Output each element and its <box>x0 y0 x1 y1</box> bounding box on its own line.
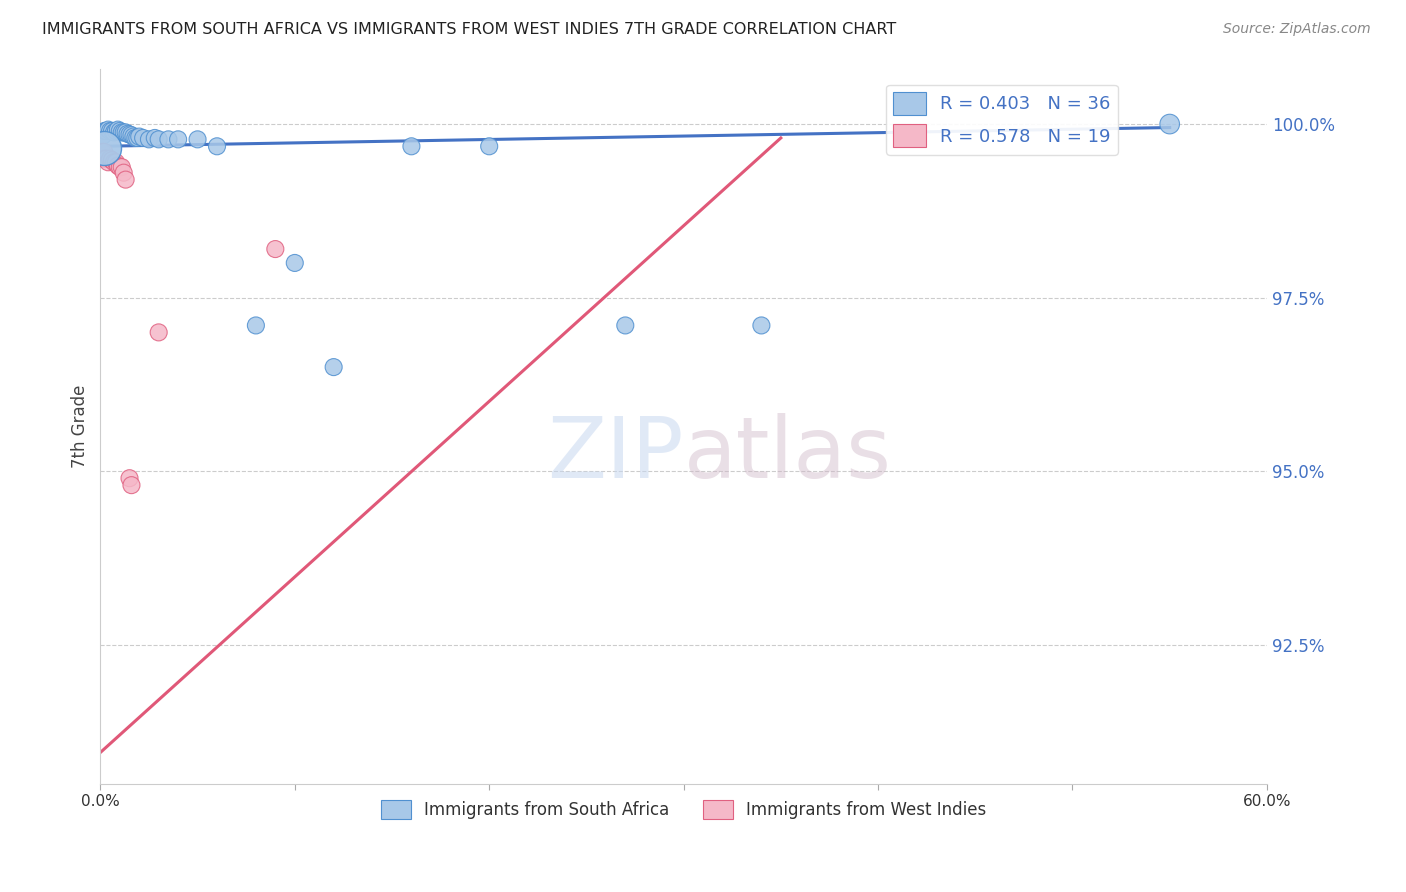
Point <box>93 145 115 159</box>
Point <box>97 122 120 136</box>
Point <box>118 471 141 485</box>
Point <box>97 155 120 169</box>
Point <box>117 127 139 141</box>
Point <box>93 152 115 166</box>
Point <box>143 131 166 145</box>
Point <box>205 139 228 153</box>
Point <box>120 128 142 143</box>
Point <box>111 125 134 139</box>
Point <box>118 128 141 142</box>
Point <box>96 124 118 138</box>
Point <box>264 242 287 256</box>
Point <box>401 139 423 153</box>
Point <box>111 160 134 174</box>
Point <box>122 129 145 144</box>
Point <box>93 141 115 155</box>
Point <box>112 166 135 180</box>
Point <box>91 128 114 142</box>
Point <box>245 318 267 333</box>
Point <box>108 124 131 138</box>
Point <box>751 318 773 333</box>
Point <box>93 124 115 138</box>
Point <box>478 139 501 153</box>
Point <box>148 132 170 146</box>
Point <box>98 124 121 138</box>
Point <box>127 131 149 145</box>
Text: ZIP: ZIP <box>547 413 683 496</box>
Point <box>103 155 125 169</box>
Point <box>284 256 307 270</box>
Point <box>614 318 637 333</box>
Point <box>148 326 170 340</box>
Point <box>101 124 124 138</box>
Point <box>124 131 146 145</box>
Point <box>101 153 124 168</box>
Text: Source: ZipAtlas.com: Source: ZipAtlas.com <box>1223 22 1371 37</box>
Point <box>98 152 121 166</box>
Point <box>112 125 135 139</box>
Point <box>1159 117 1181 131</box>
Point <box>114 172 136 186</box>
Point <box>187 132 209 146</box>
Point <box>138 132 160 146</box>
Point <box>322 360 344 375</box>
Point <box>157 132 180 146</box>
Point <box>108 160 131 174</box>
Point <box>107 122 129 136</box>
Point <box>104 124 127 138</box>
Legend: Immigrants from South Africa, Immigrants from West Indies: Immigrants from South Africa, Immigrants… <box>374 793 993 825</box>
Point <box>128 129 150 144</box>
Point <box>120 478 142 492</box>
Point <box>167 132 190 146</box>
Point <box>132 131 155 145</box>
Point <box>96 152 118 166</box>
Point <box>101 153 124 168</box>
Point <box>107 159 129 173</box>
Text: atlas: atlas <box>683 413 891 496</box>
Y-axis label: 7th Grade: 7th Grade <box>72 384 89 467</box>
Point <box>104 155 127 169</box>
Text: IMMIGRANTS FROM SOUTH AFRICA VS IMMIGRANTS FROM WEST INDIES 7TH GRADE CORRELATIO: IMMIGRANTS FROM SOUTH AFRICA VS IMMIGRAN… <box>42 22 897 37</box>
Point <box>103 125 125 139</box>
Point <box>91 145 114 159</box>
Point <box>114 125 136 139</box>
